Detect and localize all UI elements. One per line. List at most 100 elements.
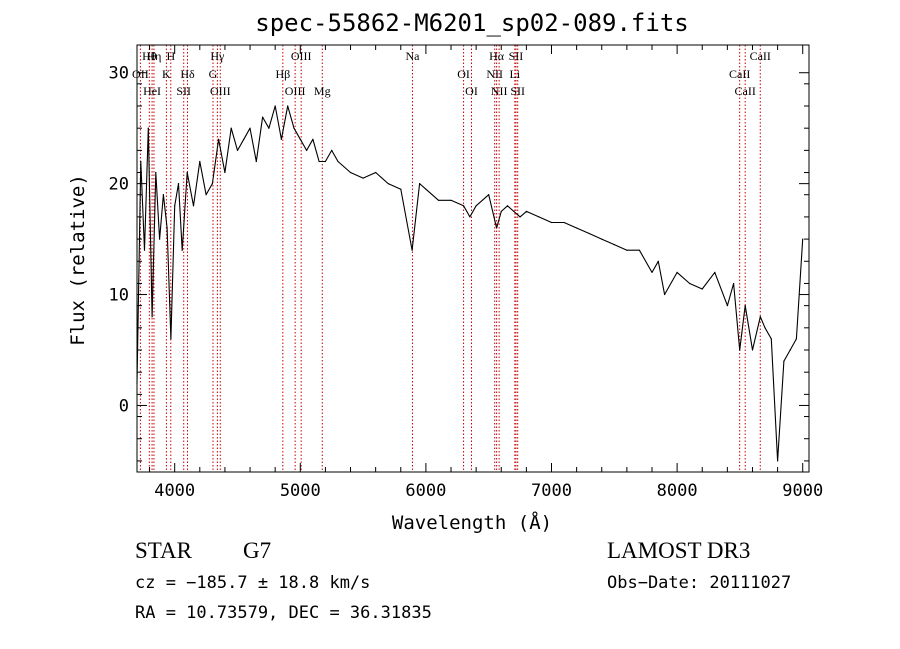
flux-point [224, 171, 226, 174]
redshift-velocity: cz = −185.7 ± 18.8 km/s [135, 573, 371, 593]
flux-point [733, 282, 735, 285]
flux-point [789, 349, 791, 351]
flux-point [268, 127, 270, 129]
flux-point [676, 271, 678, 273]
flux-point [613, 244, 615, 246]
flux-point [550, 221, 553, 224]
flux-point [324, 160, 326, 163]
flux-point [657, 260, 659, 262]
flux-point [192, 205, 195, 207]
line-label-6: H [166, 49, 175, 63]
line-label-15: Na [405, 49, 420, 63]
line-label-20: NII [491, 84, 508, 98]
line-label-17: OI [465, 84, 478, 98]
flux-point [274, 105, 276, 107]
line-label-14: Mg [314, 84, 331, 98]
flux-point [802, 238, 804, 240]
flux-point [500, 210, 502, 212]
flux-point [331, 149, 333, 151]
flux-point [638, 249, 641, 251]
flux-point [795, 338, 798, 340]
flux-point [714, 271, 716, 273]
flux-point [236, 149, 239, 151]
flux-point [651, 271, 653, 273]
flux-point [513, 210, 515, 212]
flux-point [211, 183, 213, 185]
flux-point [701, 288, 703, 290]
flux-point [664, 293, 666, 296]
flux-point [159, 238, 161, 240]
x-tick-label: 7000 [531, 481, 572, 501]
flux-point [186, 171, 188, 174]
object-class: STAR [135, 538, 192, 563]
flux-line [136, 105, 804, 462]
flux-point [400, 188, 402, 190]
flux-point [337, 160, 339, 163]
survey-name: LAMOST DR3 [607, 538, 751, 563]
spectral-line-markers [139, 45, 761, 472]
flux-point [783, 360, 785, 362]
flux-point [519, 216, 521, 218]
flux-point [588, 232, 590, 235]
flux-point [262, 116, 264, 118]
y-tick-label: 20 [109, 175, 129, 195]
flux-point [764, 327, 766, 329]
axis-ticks: 4000 5000 6000 7000 8000 9000 0 10 20 30 [109, 45, 823, 501]
line-label-7: Hδ [180, 67, 195, 81]
flux-point [538, 216, 540, 218]
flux-point [601, 238, 603, 240]
flux-point [739, 349, 741, 351]
y-tick-label: 0 [119, 396, 129, 416]
flux-point [626, 249, 628, 251]
flux-point [469, 216, 471, 218]
coordinates: RA = 10.73579, DEC = 36.31835 [135, 603, 432, 623]
line-label-3: Hη [146, 49, 161, 63]
line-label-16: OI [457, 67, 470, 81]
x-tick-label: 5000 [280, 481, 321, 501]
flux-point [488, 194, 490, 196]
x-tick-label: 6000 [405, 481, 446, 501]
flux-point [777, 460, 779, 462]
line-label-12: OIII [291, 49, 312, 63]
flux-point [162, 194, 164, 196]
chart-title: spec-55862-M6201_sp02-089.fits [255, 9, 688, 37]
flux-point [759, 316, 761, 318]
flux-point [230, 127, 232, 129]
x-tick-label: 4000 [154, 481, 195, 501]
plot-frame [136, 44, 810, 473]
flux-point [419, 183, 421, 185]
flux-point [689, 282, 691, 285]
y-tick-label: 10 [109, 286, 129, 306]
line-label-11: OIII [285, 84, 306, 98]
x-axis-label: Wavelength (Å) [392, 511, 552, 534]
flux-point [563, 221, 565, 224]
flux-point [151, 316, 153, 318]
flux-point [243, 138, 245, 140]
flux-point [425, 188, 427, 190]
flux-point [255, 160, 257, 163]
flux-point [293, 127, 295, 129]
flux-point [174, 205, 176, 207]
line-label-8: OIII [210, 84, 231, 98]
flux-point [143, 249, 146, 251]
line-label-24: CaII [750, 49, 771, 63]
x-tick-label: 8000 [657, 481, 698, 501]
flux-point [744, 305, 746, 307]
flux-point [751, 349, 754, 351]
flux-point [506, 205, 509, 207]
line-label-5: SII [176, 84, 191, 98]
observation-date: Obs−Date: 20111027 [607, 573, 792, 593]
flux-point [375, 171, 377, 174]
flux-point [299, 138, 301, 140]
flux-point [205, 194, 207, 196]
line-label-4: K [162, 67, 171, 81]
flux-point [576, 227, 578, 229]
flux-point [199, 160, 201, 163]
line-label-1: OII [132, 67, 149, 81]
flux-point [387, 183, 389, 185]
flux-point [318, 160, 320, 163]
line-label-25: CaII [729, 67, 750, 81]
spectral-line-labels: HθOIIHeIHηKSIIHHδOIIIHγGOIIIOIIIHβMgNaOI… [132, 49, 771, 98]
y-tick-label: 30 [109, 64, 129, 84]
